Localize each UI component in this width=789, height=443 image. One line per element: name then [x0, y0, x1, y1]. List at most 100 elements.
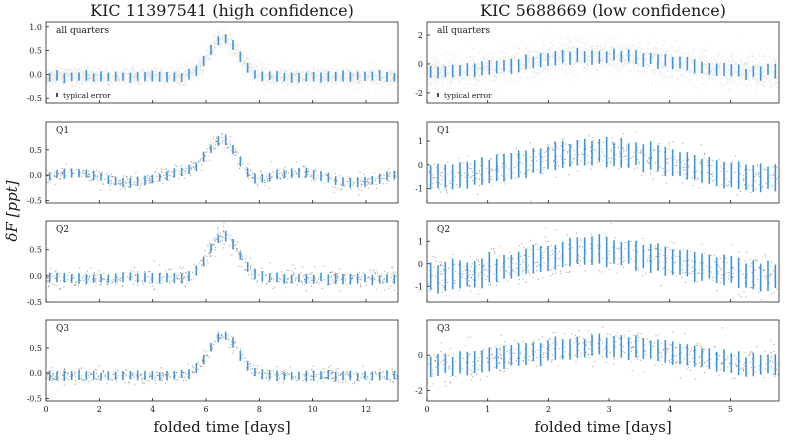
data-point — [108, 78, 111, 80]
data-point — [171, 72, 173, 74]
data-point — [366, 73, 369, 76]
data-point — [260, 179, 262, 181]
data-point — [372, 82, 374, 85]
data-point — [287, 178, 289, 180]
panel-0-2: -0.50.00.5Q2 — [27, 220, 399, 307]
data-point — [241, 357, 243, 359]
data-point — [313, 68, 315, 71]
y-tick-label: 0.0 — [29, 70, 42, 79]
data-point — [106, 278, 108, 280]
data-point — [75, 85, 77, 87]
data-point — [329, 78, 332, 81]
data-point — [122, 64, 125, 66]
data-point — [224, 43, 227, 46]
data-point — [240, 61, 243, 63]
data-point — [134, 184, 137, 186]
data-point — [250, 65, 253, 68]
data-point — [307, 170, 309, 172]
data-point — [182, 70, 184, 73]
data-point — [57, 73, 60, 76]
data-point — [207, 156, 209, 158]
data-point — [120, 277, 122, 279]
data-point — [92, 85, 94, 88]
data-point — [155, 82, 157, 85]
data-point — [65, 371, 67, 373]
data-point — [147, 67, 149, 70]
data-point — [177, 74, 180, 76]
data-point — [101, 77, 104, 79]
data-point — [279, 172, 281, 175]
data-point — [227, 38, 230, 41]
data-point — [133, 70, 136, 73]
data-point — [304, 79, 306, 81]
data-point — [218, 52, 221, 54]
data-point — [112, 68, 114, 71]
data-point — [90, 77, 92, 79]
data-point — [95, 79, 98, 82]
data-point — [248, 274, 250, 276]
data-point — [333, 84, 336, 86]
data-point — [260, 74, 262, 76]
data-point — [288, 83, 291, 85]
data-point — [103, 278, 105, 280]
data-point — [208, 58, 211, 60]
data-point — [236, 48, 239, 51]
data-point — [358, 69, 360, 72]
data-point — [257, 75, 260, 78]
data-point — [153, 181, 155, 183]
data-point — [370, 80, 373, 83]
data-point — [57, 68, 59, 71]
data-point — [158, 88, 161, 91]
data-point — [138, 279, 140, 281]
data-point — [104, 63, 107, 65]
data-point — [182, 380, 184, 382]
data-point — [330, 74, 333, 77]
data-point — [267, 177, 269, 179]
data-point — [221, 49, 223, 51]
data-point — [346, 73, 349, 75]
data-point — [88, 371, 90, 373]
data-point — [226, 233, 228, 236]
data-point — [329, 369, 331, 372]
data-point — [309, 71, 312, 74]
data-point — [145, 71, 148, 74]
data-point — [124, 78, 127, 81]
data-point — [179, 66, 182, 69]
data-point — [183, 275, 185, 277]
data-point — [310, 72, 313, 75]
data-point — [98, 73, 100, 76]
data-point — [339, 77, 341, 80]
data-point — [50, 273, 52, 275]
data-point — [191, 372, 194, 374]
data-point — [220, 39, 223, 42]
plot-area — [46, 330, 398, 386]
data-point — [76, 72, 78, 74]
data-point — [323, 77, 326, 80]
data-point — [317, 71, 320, 74]
data-point — [380, 78, 383, 81]
data-point — [129, 85, 132, 88]
data-point — [252, 172, 254, 174]
data-point — [240, 64, 242, 66]
data-point — [111, 173, 113, 175]
data-point — [190, 169, 192, 172]
data-point — [108, 67, 111, 70]
data-point — [249, 73, 252, 76]
data-point — [197, 361, 199, 363]
data-point — [285, 82, 288, 85]
data-point — [323, 72, 325, 75]
data-point — [162, 168, 164, 170]
data-point — [249, 57, 252, 60]
data-point — [251, 71, 253, 73]
data-point — [303, 67, 306, 69]
data-point — [317, 75, 319, 77]
data-point — [313, 87, 316, 90]
data-point — [280, 81, 283, 84]
data-point — [85, 82, 87, 85]
data-point — [345, 378, 347, 380]
data-point — [66, 175, 68, 177]
data-point — [329, 70, 332, 73]
data-point — [251, 75, 254, 78]
data-point — [177, 67, 180, 69]
data-point — [294, 71, 297, 74]
